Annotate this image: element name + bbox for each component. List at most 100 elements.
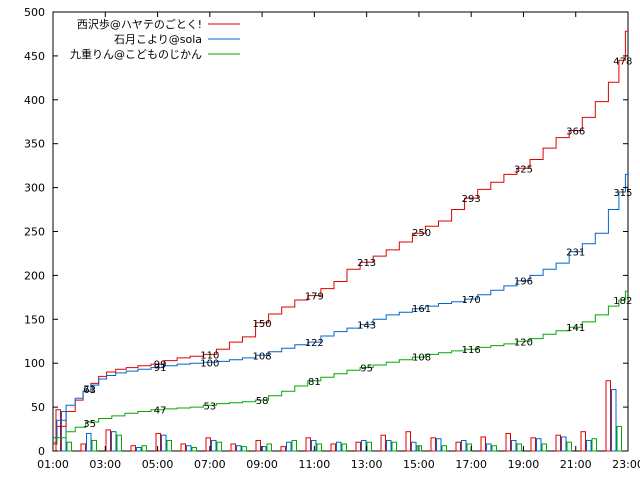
series-line-0 [53, 30, 628, 445]
data-label: 182 [613, 296, 632, 307]
hourly-bar-green [91, 439, 97, 452]
hourly-bar-green [541, 443, 547, 452]
hourly-bar-blue [561, 436, 567, 452]
legend-label: 西沢歩@ハヤテのごとく! [77, 17, 202, 31]
data-label: 47 [154, 406, 167, 417]
hourly-bar-blue [211, 439, 217, 452]
x-tick-label: 07:00 [194, 458, 226, 471]
hourly-bar-blue [136, 446, 142, 452]
hourly-bar-blue [311, 439, 317, 452]
y-tick-label: 200 [24, 269, 45, 282]
hourly-bar-green [141, 445, 147, 452]
hourly-bar-blue [286, 441, 292, 452]
y-tick-label: 500 [24, 6, 45, 19]
data-label: 108 [253, 351, 272, 362]
data-label: 99 [154, 359, 167, 370]
hourly-bar-green [516, 443, 522, 452]
hourly-bar-green [566, 441, 572, 452]
data-label: 366 [566, 127, 585, 138]
data-label: 325 [514, 164, 533, 175]
hourly-bar-blue [386, 439, 392, 452]
hourly-bar-blue [436, 438, 442, 452]
data-label: 100 [200, 358, 219, 369]
hourly-bar-blue [486, 443, 492, 452]
x-tick-label: 21:00 [560, 458, 592, 471]
data-label: 108 [412, 353, 431, 364]
hourly-bar-red [580, 431, 586, 452]
hourly-bar-green [441, 445, 447, 452]
hourly-bar-blue [411, 441, 417, 452]
hourly-bar-blue [461, 439, 467, 452]
hourly-bar-red [55, 409, 61, 452]
hourly-bar-green [191, 446, 197, 452]
series-line-2 [53, 290, 628, 443]
data-label: 143 [357, 321, 376, 332]
hourly-bar-green [241, 446, 247, 452]
bar-layer [55, 380, 622, 452]
x-axis: 01:00 03:00 05:00 07:00 09:00 11:00 13:00 15:00… [37, 12, 640, 471]
y-tick-label: 250 [24, 226, 45, 239]
hourly-bar-blue [111, 431, 117, 452]
hourly-bar-green [316, 443, 322, 452]
value-label-layer: 71 99 110 150 179 213 250 293 325 366 478 63 91 100 10… [83, 56, 632, 430]
data-label: 91 [154, 363, 167, 374]
hourly-bar-green [341, 443, 347, 452]
hourly-bar-blue [86, 432, 92, 452]
hourly-bar-red [130, 445, 136, 452]
hourly-bar-blue [586, 439, 592, 452]
y-tick-label: 300 [24, 182, 45, 195]
data-label: 35 [83, 419, 96, 430]
legend-label: 石月こより@sola [114, 33, 202, 46]
data-label: 53 [203, 401, 216, 412]
data-label: 95 [360, 364, 373, 375]
hourly-bar-red [280, 446, 286, 452]
data-label: 58 [256, 396, 269, 407]
hourly-bar-red [355, 441, 361, 452]
plot-frame [52, 11, 629, 452]
x-tick-label: 13:00 [351, 458, 383, 471]
hourly-bar-red [405, 431, 411, 452]
hourly-bar-blue [611, 389, 617, 452]
hourly-bar-blue [361, 439, 367, 452]
x-tick-label: 17:00 [455, 458, 487, 471]
x-tick-label: 19:00 [508, 458, 540, 471]
x-tick-label: 11:00 [299, 458, 331, 471]
hourly-bar-blue [511, 439, 517, 452]
data-label: 293 [462, 194, 481, 205]
hourly-bar-green [291, 439, 297, 452]
hourly-bar-green [216, 441, 222, 452]
y-tick-label: 450 [24, 50, 45, 63]
hourly-bar-green [66, 441, 72, 452]
hourly-bar-blue [236, 445, 242, 452]
hourly-bar-red [455, 441, 461, 452]
data-label: 150 [253, 319, 272, 330]
y-tick-label: 50 [31, 401, 45, 414]
y-axis: 0 50 100 150 200 250 300 350 400 450 500 [24, 6, 628, 458]
hourly-bar-blue [186, 445, 192, 452]
data-label: 478 [613, 56, 632, 67]
hourly-bar-red [380, 434, 386, 452]
data-label: 81 [308, 377, 321, 388]
hourly-bar-red [480, 436, 486, 452]
data-label: 161 [412, 304, 431, 315]
hourly-bar-red [255, 439, 261, 452]
y-tick-label: 400 [24, 94, 45, 107]
hourly-bar-red [330, 443, 336, 452]
hourly-bar-green [591, 438, 597, 452]
hourly-bar-red [605, 380, 611, 452]
hourly-bar-red [555, 434, 561, 452]
data-label: 179 [305, 292, 324, 303]
data-label: 63 [83, 385, 96, 396]
hourly-bar-green [116, 434, 122, 452]
data-label: 196 [514, 277, 533, 288]
hourly-bar-red [430, 437, 436, 452]
data-label: 120 [514, 337, 533, 348]
hourly-bar-red [105, 429, 111, 452]
series-line-1 [53, 173, 628, 439]
y-tick-label: 0 [38, 445, 45, 458]
hourly-bar-green [266, 443, 272, 452]
x-tick-label: 09:00 [246, 458, 278, 471]
x-tick-label: 15:00 [403, 458, 435, 471]
data-label: 170 [462, 295, 481, 306]
